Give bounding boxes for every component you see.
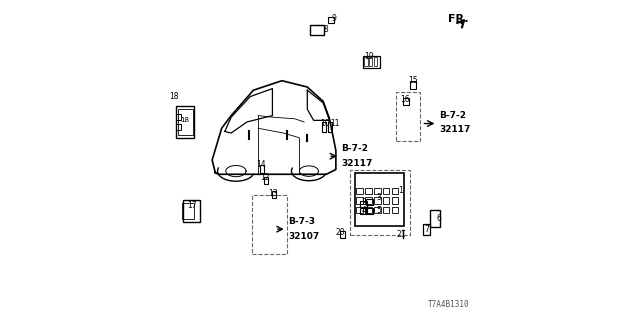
Text: 9: 9 <box>332 14 337 23</box>
Bar <box>365 207 372 213</box>
Bar <box>350 170 410 235</box>
Bar <box>252 195 287 253</box>
Bar <box>177 124 181 130</box>
Bar <box>396 92 420 141</box>
Bar <box>383 197 390 204</box>
Bar <box>356 188 363 194</box>
Text: 8: 8 <box>323 25 328 35</box>
Text: 16: 16 <box>400 95 410 104</box>
Bar <box>383 188 390 194</box>
Bar <box>183 200 200 222</box>
Bar <box>392 207 398 213</box>
Text: 21: 21 <box>396 230 406 239</box>
Bar <box>360 208 367 214</box>
Bar <box>177 106 194 138</box>
Text: 15: 15 <box>408 76 417 85</box>
Text: 6: 6 <box>436 214 442 223</box>
Bar <box>182 203 195 219</box>
Bar <box>363 56 380 68</box>
Text: 11: 11 <box>330 119 340 128</box>
Bar <box>340 231 345 238</box>
Bar <box>177 114 181 120</box>
Bar <box>177 109 193 135</box>
Text: 4: 4 <box>362 206 366 215</box>
Bar <box>410 82 416 89</box>
Text: 17: 17 <box>187 202 196 211</box>
Bar <box>369 57 372 66</box>
Text: 32117: 32117 <box>439 125 470 134</box>
Text: 18: 18 <box>180 117 189 123</box>
Text: 32107: 32107 <box>288 232 319 241</box>
Text: 13: 13 <box>268 189 278 198</box>
Text: B-7-2: B-7-2 <box>342 144 369 153</box>
Bar <box>366 208 373 214</box>
Bar <box>356 207 363 213</box>
Text: 5: 5 <box>376 206 381 215</box>
Text: B-7-2: B-7-2 <box>439 111 466 120</box>
Bar <box>365 197 372 204</box>
Bar <box>374 207 381 213</box>
Text: 10: 10 <box>320 119 330 128</box>
Bar <box>423 224 429 235</box>
Bar <box>328 122 332 132</box>
Bar <box>392 188 398 194</box>
Text: B-7-3: B-7-3 <box>288 217 316 226</box>
Text: 19: 19 <box>364 52 374 61</box>
Text: 20: 20 <box>336 228 346 237</box>
Bar <box>374 57 377 66</box>
Bar <box>264 177 268 184</box>
Bar <box>374 197 381 204</box>
Bar <box>260 164 264 172</box>
Text: T7A4B1310: T7A4B1310 <box>428 300 469 309</box>
Text: 3: 3 <box>376 193 381 202</box>
Text: 2: 2 <box>362 198 366 207</box>
Bar <box>374 188 381 194</box>
Text: 32117: 32117 <box>342 159 373 168</box>
Bar <box>272 191 276 198</box>
Bar <box>364 57 367 66</box>
Bar <box>403 98 408 105</box>
Bar <box>383 207 390 213</box>
Bar <box>366 199 373 205</box>
Bar <box>328 17 334 23</box>
Bar <box>322 122 326 132</box>
Text: FR.: FR. <box>449 14 469 24</box>
Bar <box>355 173 404 226</box>
Bar <box>360 201 367 207</box>
Bar <box>356 197 363 204</box>
Bar <box>392 197 398 204</box>
Text: 12: 12 <box>260 173 270 182</box>
Text: 7: 7 <box>424 225 429 234</box>
Bar <box>430 210 440 228</box>
Text: 1: 1 <box>399 186 403 195</box>
Text: 14: 14 <box>257 160 266 169</box>
Bar <box>365 188 372 194</box>
Text: 18: 18 <box>170 92 179 101</box>
Bar <box>310 25 324 35</box>
